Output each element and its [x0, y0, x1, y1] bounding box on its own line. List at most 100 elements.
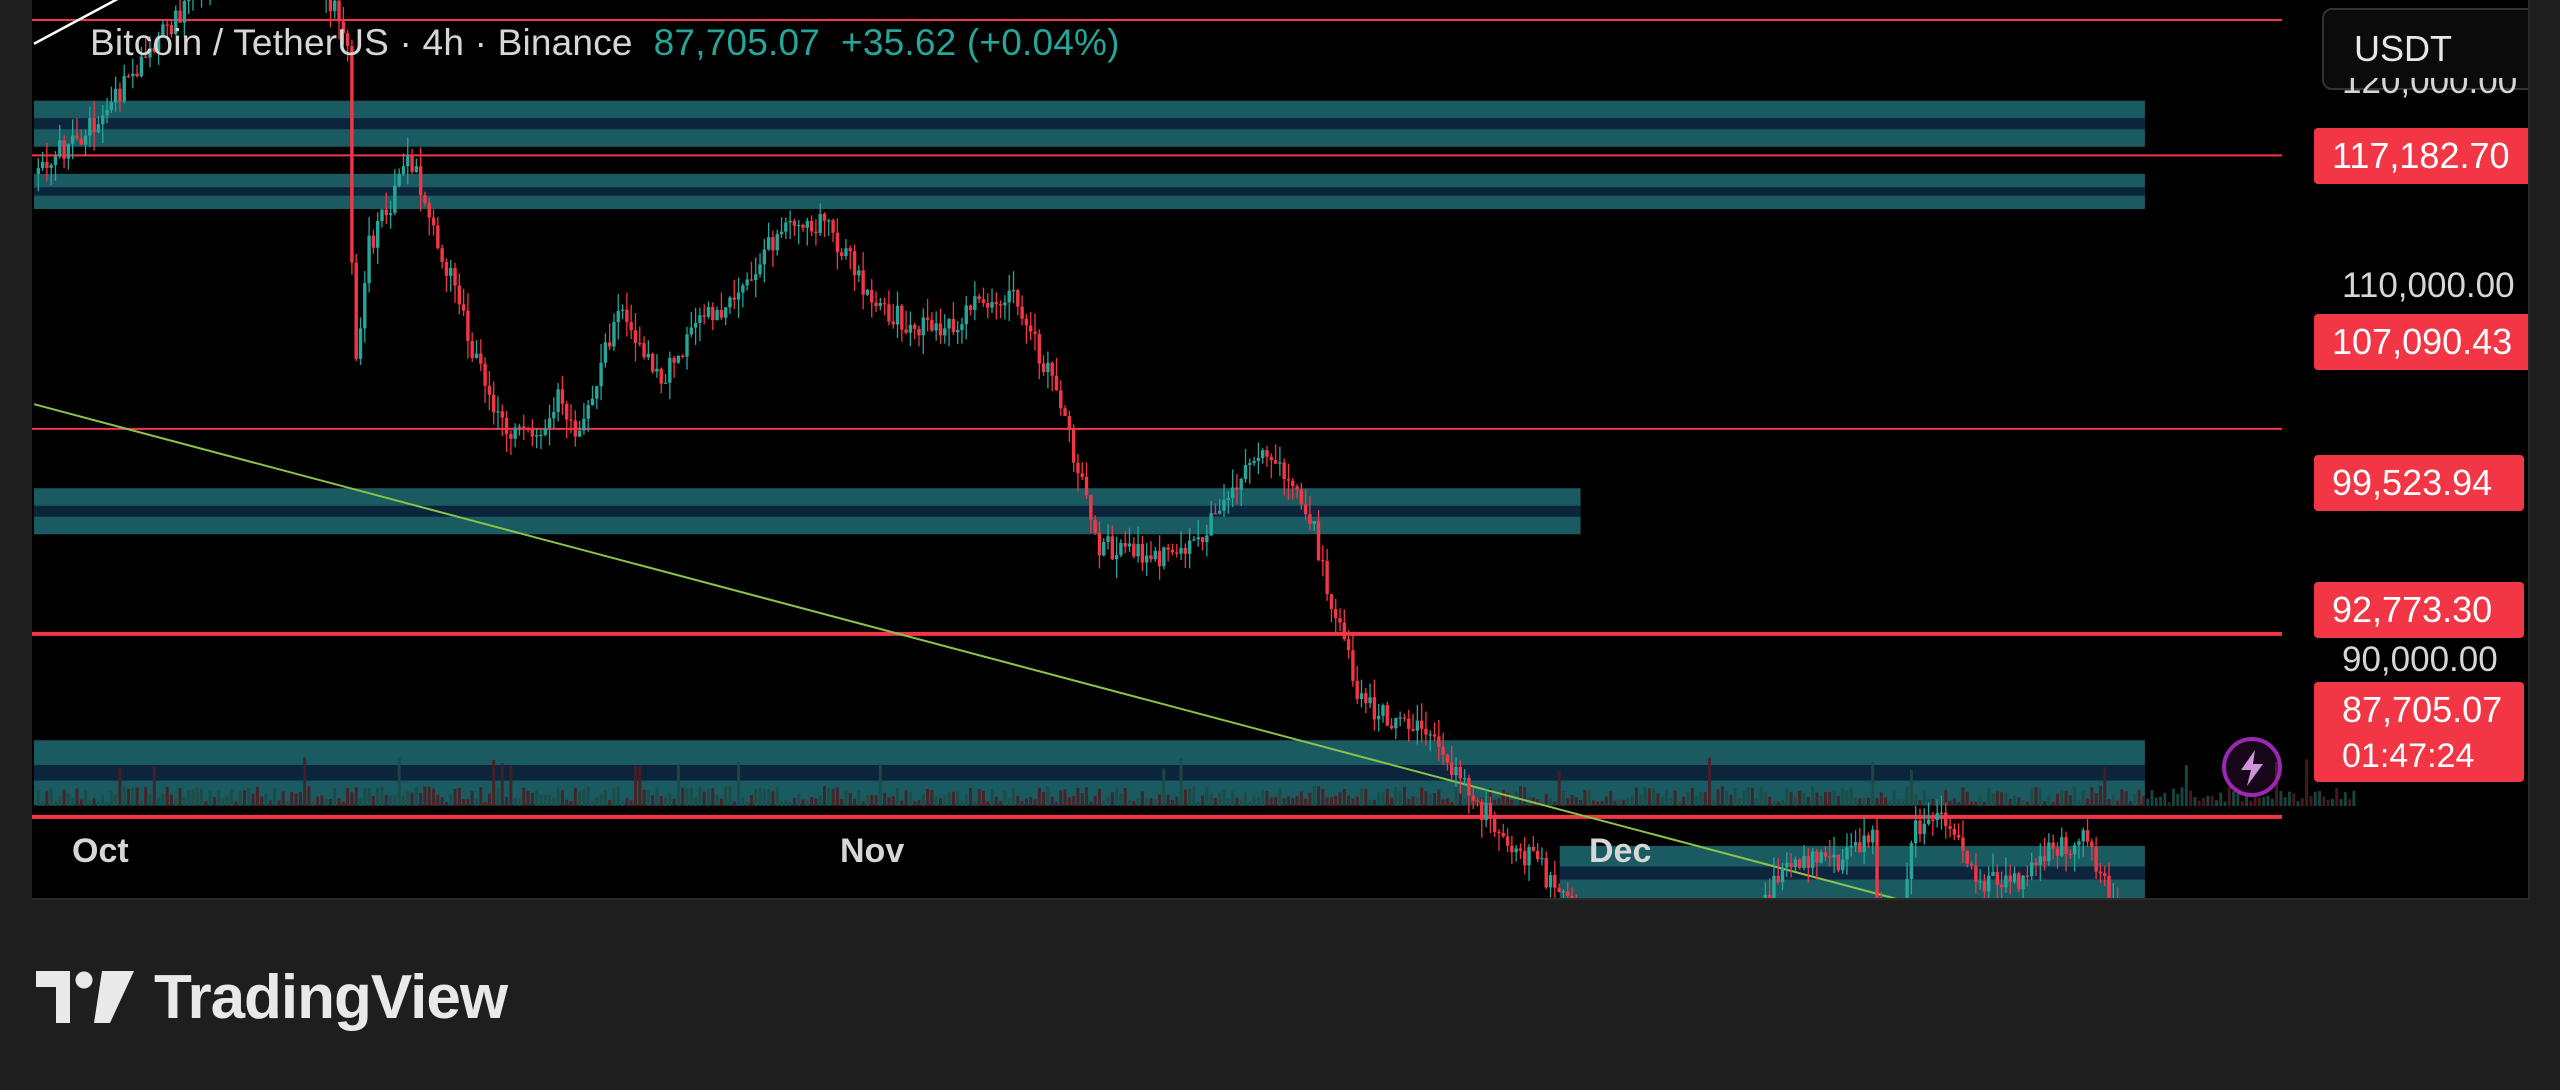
volume-bar	[1192, 786, 1196, 806]
candle-body	[1871, 829, 1875, 843]
volume-bar	[285, 801, 289, 806]
volume-bar	[2107, 799, 2111, 806]
level-price-label[interactable]: 92,773.30	[2314, 582, 2524, 638]
volume-bar	[496, 788, 500, 806]
volume-bar	[1858, 798, 1862, 806]
candle-body	[736, 292, 741, 300]
candle-body	[461, 304, 466, 311]
price-zone-core	[34, 505, 1581, 517]
volume-bar	[530, 792, 534, 806]
candle-body	[156, 36, 161, 52]
chart-canvas[interactable]	[32, 0, 2528, 898]
volume-bar	[1845, 790, 1849, 806]
candle-body	[1518, 848, 1523, 851]
candle-body	[1956, 834, 1961, 838]
candle-body	[1836, 854, 1841, 871]
volume-bar	[908, 791, 912, 806]
volume-bar	[1647, 788, 1651, 806]
price-zone-core	[34, 764, 2145, 781]
volume-bar	[1789, 791, 1793, 806]
candle-body	[638, 343, 642, 345]
volume-bar	[1823, 791, 1827, 806]
chart-panel[interactable]: Bitcoin / TetherUS · 4h · Binance 87,705…	[32, 0, 2530, 900]
volume-bar	[2214, 800, 2218, 806]
candle-body	[547, 418, 552, 429]
candle-body	[1802, 855, 1806, 868]
currency-selector-button[interactable]: USDT	[2322, 8, 2528, 90]
candle-body	[839, 252, 844, 257]
candle-body	[1450, 762, 1454, 776]
volume-bar	[474, 799, 478, 806]
volume-bar	[1742, 791, 1746, 806]
volume-bar	[878, 763, 882, 806]
volume-bar	[1871, 761, 1875, 806]
price-zone-core	[34, 187, 2145, 196]
volume-bar	[2197, 800, 2201, 806]
candle-body	[126, 76, 131, 78]
volume-bar	[1132, 801, 1136, 806]
volume-bar	[217, 790, 221, 806]
volume-bar	[169, 794, 173, 806]
candle-body	[328, 0, 333, 12]
volume-bar	[896, 788, 900, 806]
candle-body	[1982, 881, 1987, 892]
candle-body	[1428, 734, 1432, 736]
volume-bar	[92, 798, 96, 806]
volume-bar	[2352, 790, 2356, 806]
candle-body	[758, 264, 762, 275]
volume-bar	[638, 766, 642, 806]
candle-body	[1119, 542, 1123, 556]
price-change-text: +35.62 (+0.04%)	[841, 22, 1120, 63]
volume-bar	[470, 791, 474, 806]
candle-layer	[36, 0, 2119, 898]
volume-bar	[621, 801, 625, 806]
volume-bar	[1630, 796, 1634, 806]
candle-body	[2068, 854, 2073, 856]
level-price-label[interactable]: 99,523.94	[2314, 455, 2524, 511]
candle-body	[1462, 778, 1467, 780]
volume-bar	[1170, 799, 1174, 806]
candle-body	[822, 213, 827, 221]
volume-bar	[135, 787, 139, 806]
candle-body	[1441, 746, 1445, 755]
candle-body	[1067, 416, 1072, 430]
lightning-button[interactable]	[2222, 737, 2282, 797]
volume-bar	[221, 799, 225, 806]
volume-bar	[449, 794, 453, 806]
candle-body	[573, 420, 578, 437]
candle-body	[92, 118, 96, 133]
candle-body	[1828, 856, 1832, 858]
volume-bar	[1570, 794, 1574, 806]
candle-body	[131, 73, 135, 77]
candle-body	[1394, 718, 1398, 729]
volume-bar	[2287, 791, 2291, 806]
candle-body	[1054, 375, 1059, 391]
volume-bar	[1785, 787, 1789, 806]
volume-bar	[311, 801, 315, 806]
level-price-label[interactable]: 117,182.70	[2314, 128, 2528, 184]
candle-body	[1407, 718, 1411, 729]
volume-bar	[694, 797, 698, 806]
candle-body	[646, 353, 651, 358]
volume-bar	[1402, 786, 1406, 806]
candle-body	[1205, 535, 1209, 543]
candle-body	[1295, 486, 1299, 490]
candle-body	[711, 306, 715, 321]
volume-bar	[2300, 798, 2304, 806]
volume-bar	[728, 787, 732, 806]
candle-body	[814, 231, 818, 234]
volume-bar	[462, 799, 466, 806]
volume-bar	[1003, 791, 1007, 806]
volume-bar	[2232, 791, 2236, 806]
candle-body	[2029, 862, 2034, 877]
candle-body	[1230, 487, 1235, 498]
volume-bar	[2249, 800, 2253, 806]
candle-body	[981, 299, 986, 304]
candle-body	[410, 155, 414, 172]
level-price-label[interactable]: 107,090.43	[2314, 314, 2528, 370]
candle-body	[745, 279, 749, 286]
price-axis-tick: 90,000.00	[2342, 640, 2498, 679]
candle-body	[1548, 875, 1553, 888]
tradingview-brand[interactable]: TradingView	[36, 962, 508, 1032]
candle-body	[1458, 766, 1463, 779]
